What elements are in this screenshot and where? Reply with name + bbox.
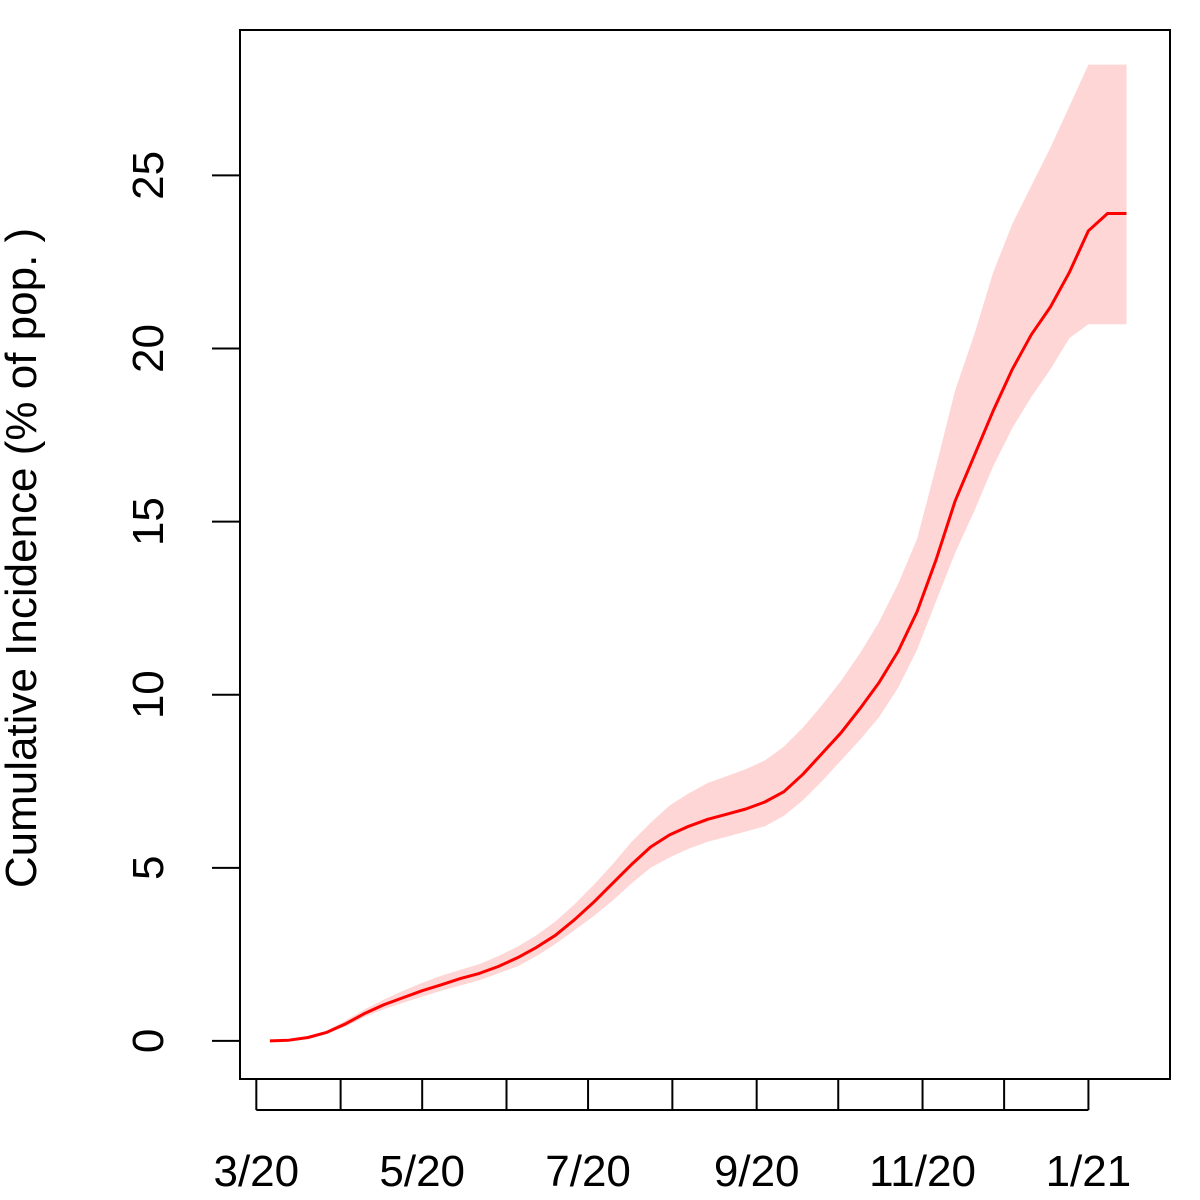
y-tick-label: 25 (124, 151, 173, 200)
x-tick-label: 1/21 (1046, 1147, 1132, 1196)
series-line (269, 212, 1127, 1043)
x-tick-label: 5/20 (379, 1147, 465, 1196)
y-tick-label: 20 (124, 324, 173, 373)
y-tick-label: 15 (124, 497, 173, 546)
x-tick-label: 7/20 (545, 1147, 631, 1196)
confidence-band-layer (269, 64, 1127, 1041)
x-tick-label: 3/20 (213, 1147, 299, 1196)
y-tick-label: 0 (124, 1029, 173, 1053)
x-axis: 3/20 5/20 7/20 9/20 11/20 1/21 (213, 1079, 1131, 1196)
y-axis: 0 5 10 15 20 25 (124, 151, 240, 1053)
y-axis-title: Cumulative Incidence (% of pop. ) (0, 228, 46, 888)
confidence-band (269, 64, 1127, 1041)
series-line-layer (269, 212, 1127, 1043)
plot-frame (239, 29, 1171, 1080)
y-tick-label: 10 (124, 670, 173, 719)
x-tick-label: 9/20 (714, 1147, 800, 1196)
y-tick-label: 5 (124, 856, 173, 880)
x-tick-label: 11/20 (869, 1147, 976, 1196)
